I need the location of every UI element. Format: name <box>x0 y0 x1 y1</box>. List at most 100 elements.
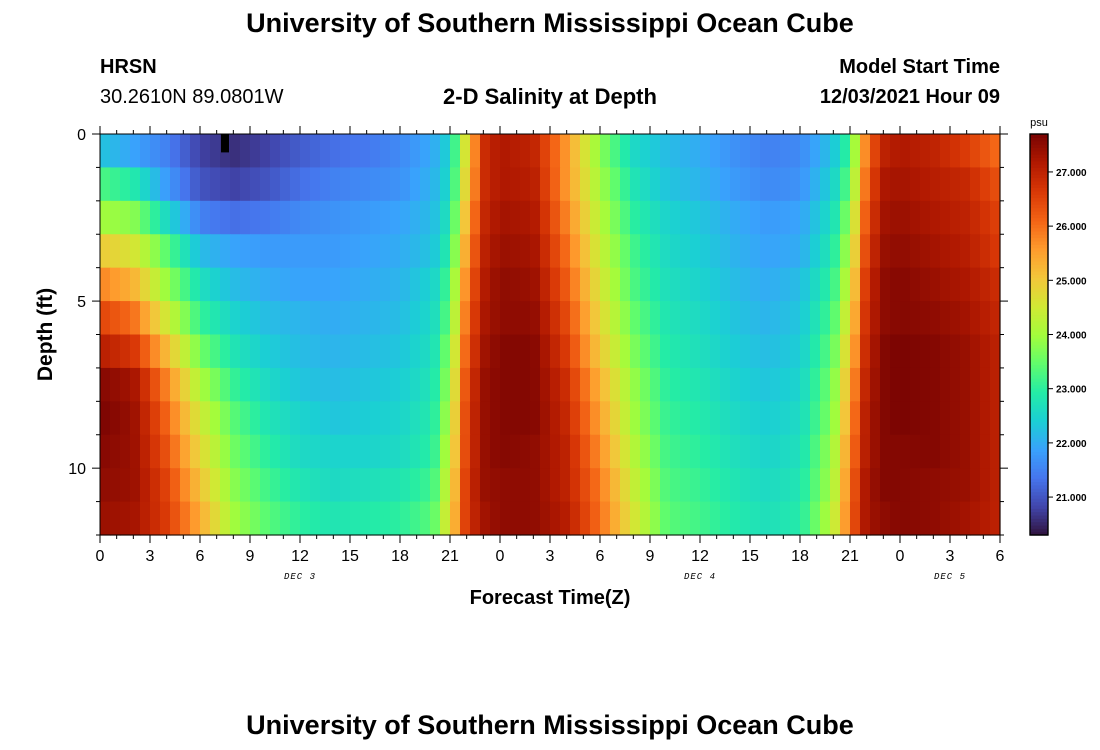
heatmap-cell <box>390 367 401 402</box>
colorbar-segment <box>1030 210 1048 215</box>
heatmap-cell <box>240 267 251 302</box>
heatmap-cell <box>950 134 961 169</box>
heatmap-cell <box>360 401 371 436</box>
heatmap-cell <box>800 334 811 369</box>
colorbar-segment <box>1030 394 1048 399</box>
heatmap-cell <box>210 401 221 436</box>
heatmap-cell <box>520 367 531 402</box>
heatmap-cell <box>820 134 831 169</box>
heatmap-cell <box>710 501 721 536</box>
colorbar-segment <box>1030 250 1048 255</box>
heatmap-cell <box>710 334 721 369</box>
heatmap-cell <box>550 334 561 369</box>
heatmap-cell <box>960 401 971 436</box>
heatmap-cell <box>250 367 261 402</box>
heatmap-cell <box>460 434 471 469</box>
heatmap-cell <box>860 234 871 269</box>
heatmap-cell <box>980 234 991 269</box>
colorbar-segment <box>1030 381 1048 386</box>
heatmap-cell <box>270 401 281 436</box>
heatmap-cell <box>880 200 891 235</box>
heatmap-cell <box>920 468 931 503</box>
heatmap-cell <box>320 501 331 536</box>
heatmap-cell <box>890 468 901 503</box>
heatmap-cell <box>770 134 781 169</box>
heatmap-cell <box>800 434 811 469</box>
heatmap-cell <box>920 200 931 235</box>
heatmap-cell <box>560 267 571 302</box>
colorbar-segment <box>1030 274 1048 279</box>
colorbar-segment <box>1030 190 1048 195</box>
heatmap-cell <box>600 234 611 269</box>
heatmap-cell <box>390 200 401 235</box>
heatmap-cell <box>740 167 751 202</box>
colorbar-segment <box>1030 367 1048 372</box>
heatmap-cell <box>380 501 391 536</box>
heatmap-cell <box>200 501 211 536</box>
heatmap-cell <box>610 301 621 336</box>
heatmap-cell <box>630 267 641 302</box>
heatmap-cell <box>320 401 331 436</box>
heatmap-cell <box>870 134 881 169</box>
heatmap-cell <box>660 134 671 169</box>
colorbar-segment <box>1030 154 1048 158</box>
heatmap-cell <box>370 301 381 336</box>
heatmap-cell <box>460 134 471 169</box>
heatmap-cell <box>560 401 571 436</box>
heatmap-cell <box>210 267 221 302</box>
colorbar-segment <box>1030 341 1048 346</box>
colorbar-segment <box>1030 220 1048 225</box>
colorbar-segment <box>1030 230 1048 235</box>
heatmap-cell <box>400 401 411 436</box>
heatmap-cell <box>640 468 651 503</box>
heatmap-cell <box>610 234 621 269</box>
heatmap-cell <box>730 434 741 469</box>
heatmap-cell <box>950 367 961 402</box>
colorbar-segment <box>1030 411 1048 416</box>
heatmap-cell <box>610 134 621 169</box>
heatmap-cell <box>750 134 761 169</box>
heatmap-cell <box>440 267 451 302</box>
heatmap-cell <box>830 367 841 402</box>
colorbar-segment <box>1030 167 1048 172</box>
heatmap-cell <box>470 301 481 336</box>
heatmap-cell <box>940 334 951 369</box>
heatmap-cell <box>420 234 431 269</box>
heatmap-cell <box>640 367 651 402</box>
heatmap-cell <box>660 167 671 202</box>
heatmap-cell <box>150 501 161 536</box>
heatmap-cell <box>350 200 361 235</box>
heatmap-cell <box>320 468 331 503</box>
heatmap-cell <box>930 200 941 235</box>
heatmap-cell <box>240 301 251 336</box>
heatmap-markers <box>221 134 229 153</box>
heatmap-cell <box>780 501 791 536</box>
colorbar-segment <box>1030 160 1048 165</box>
heatmap-cell <box>740 434 751 469</box>
heatmap-cell <box>400 434 411 469</box>
colorbar-segment <box>1030 458 1048 463</box>
heatmap-cell <box>170 200 181 235</box>
heatmap-cell <box>660 301 671 336</box>
heatmap-cell <box>700 401 711 436</box>
page-title: University of Southern Mississippi Ocean… <box>246 8 854 38</box>
heatmap-cell <box>290 301 301 336</box>
heatmap-cell <box>710 134 721 169</box>
heatmap-cell <box>540 334 551 369</box>
heatmap-cell <box>370 234 381 269</box>
heatmap-cell <box>450 200 461 235</box>
heatmap-cell <box>620 334 631 369</box>
heatmap-cell <box>490 134 501 169</box>
heatmap-cell <box>990 401 1001 436</box>
heatmap-cell <box>530 401 541 436</box>
heatmap-cell <box>950 468 961 503</box>
heatmap-cell <box>440 501 451 536</box>
heatmap-cell <box>500 501 511 536</box>
heatmap-cell <box>720 334 731 369</box>
heatmap-cell <box>430 234 441 269</box>
colorbar-segment <box>1030 247 1048 252</box>
heatmap-cell <box>240 134 251 169</box>
heatmap-cell <box>450 334 461 369</box>
heatmap-cell <box>380 367 391 402</box>
